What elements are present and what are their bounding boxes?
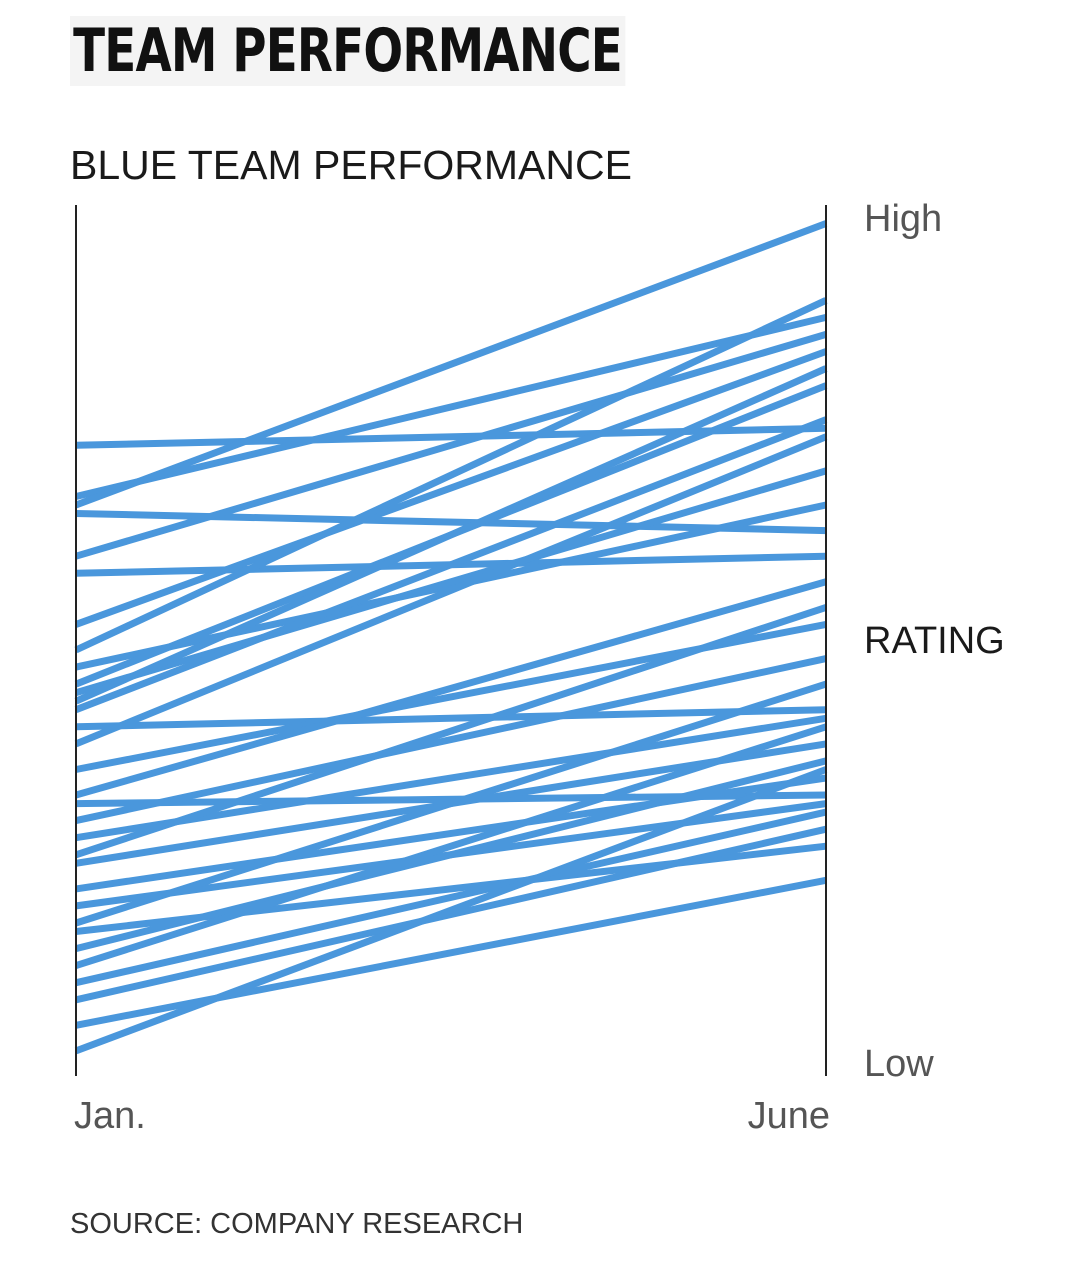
y-axis-label-rating: RATING (864, 620, 1005, 662)
y-tick-label-high: High (864, 198, 942, 240)
page-title: TEAM PERFORMANCE (70, 16, 626, 86)
x-tick-label-jan: Jan. (74, 1095, 146, 1137)
series-lines (74, 220, 828, 1055)
series-line-19 (75, 655, 827, 825)
series-line-13 (74, 416, 828, 713)
series-line-12 (74, 365, 828, 705)
series-line-9 (75, 501, 827, 671)
series-line-14 (75, 706, 827, 731)
series-line-1 (75, 424, 827, 449)
series-line-2 (75, 313, 827, 500)
series-line-11 (75, 467, 827, 697)
series-line-30 (75, 825, 827, 1004)
series-line-23 (75, 774, 827, 893)
x-tick-label-june: June (748, 1095, 830, 1137)
series-line-31 (75, 876, 827, 1029)
series-line-7 (74, 348, 828, 628)
slope-chart: High RATING Low Jan. June (74, 198, 1005, 1137)
series-line-25 (74, 680, 828, 927)
series-line-21 (74, 604, 828, 859)
y-tick-label-low: Low (864, 1043, 934, 1085)
series-line-15 (74, 433, 828, 748)
series-line-29 (75, 808, 827, 987)
series-line-3 (74, 220, 828, 509)
source-note: SOURCE: COMPANY RESEARCH (70, 1208, 524, 1240)
series-line-17 (75, 578, 827, 799)
series-line-8 (74, 297, 828, 654)
chart-title: BLUE TEAM PERFORMANCE (70, 142, 632, 188)
series-line-32 (74, 766, 828, 1055)
series-line-28 (74, 723, 828, 969)
series-line-5 (75, 331, 827, 560)
series-line-27 (75, 757, 827, 952)
series-line-20 (75, 714, 827, 842)
